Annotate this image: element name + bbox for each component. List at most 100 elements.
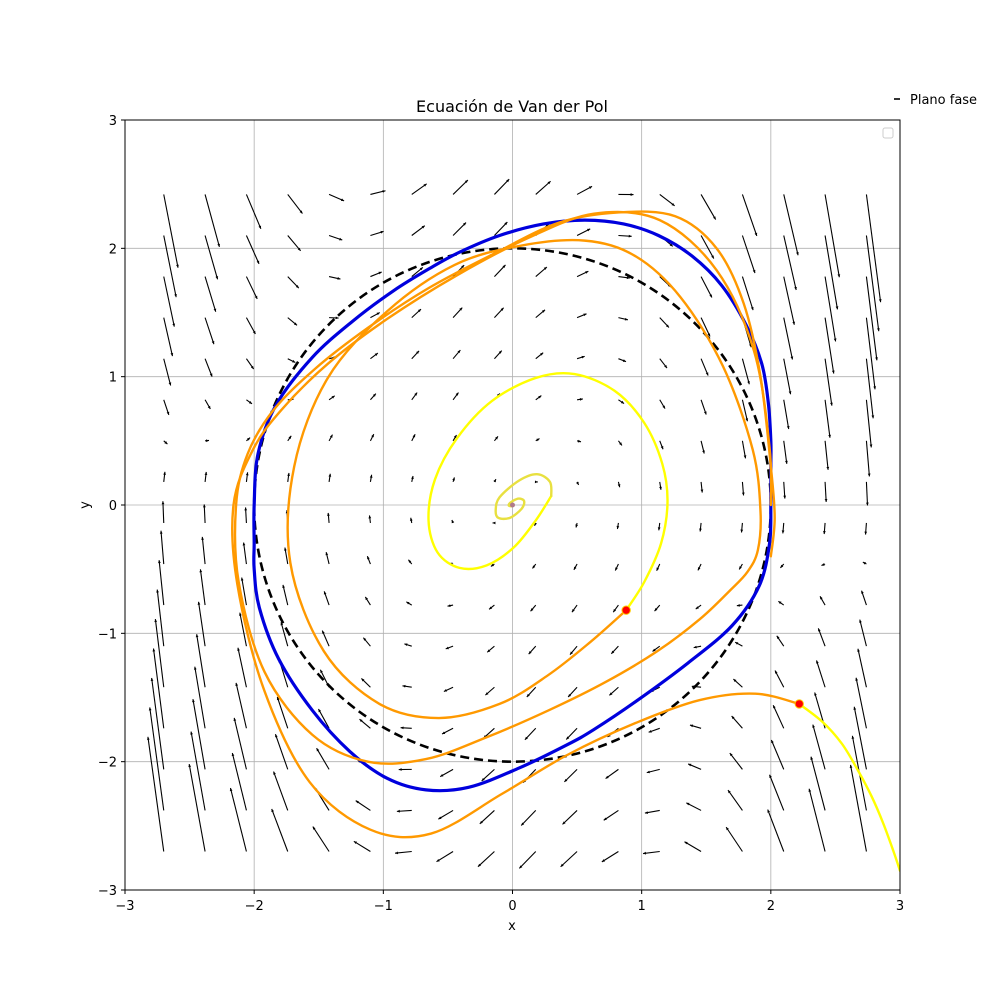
- field-arrow: [242, 542, 247, 565]
- field-arrow: [204, 317, 215, 345]
- field-arrow: [396, 809, 412, 813]
- field-arrow: [400, 726, 412, 730]
- field-arrow: [402, 684, 412, 688]
- field-arrow: [195, 634, 206, 688]
- field-arrow: [576, 481, 580, 486]
- field-arrow: [601, 851, 619, 863]
- field-arrow: [287, 472, 290, 482]
- field-arrow: [163, 194, 179, 268]
- field-arrow: [659, 193, 675, 207]
- field-arrow: [659, 481, 662, 490]
- x-tick-label: −2: [245, 899, 264, 914]
- field-arrow: [317, 708, 330, 729]
- field-arrow: [824, 358, 833, 406]
- x-tick-label: −1: [374, 899, 393, 914]
- field-arrow: [700, 481, 704, 493]
- field-arrow: [161, 501, 165, 523]
- field-arrow: [699, 522, 702, 532]
- field-arrow: [865, 399, 873, 448]
- field-arrow: [452, 179, 469, 195]
- y-tick-label: 2: [109, 242, 117, 257]
- field-arrow: [163, 235, 177, 298]
- field-arrow: [280, 622, 289, 647]
- field-arrow: [576, 185, 593, 195]
- field-arrow: [411, 266, 424, 277]
- field-arrow: [452, 222, 467, 236]
- field-arrow: [237, 647, 247, 688]
- field-arrow: [824, 440, 830, 470]
- field-arrow: [824, 194, 841, 278]
- field-arrow: [370, 230, 384, 237]
- field-arrow: [411, 350, 420, 360]
- y-axis-label: y: [78, 501, 93, 509]
- field-arrow: [411, 392, 418, 401]
- field-arrow: [163, 276, 176, 327]
- field-arrow: [494, 221, 508, 236]
- field-arrow: [824, 317, 835, 374]
- field-arrow: [447, 604, 454, 607]
- field-arrow: [614, 563, 619, 571]
- field-arrow: [452, 392, 459, 401]
- field-arrow: [700, 440, 705, 454]
- field-arrow: [729, 752, 743, 770]
- field-arrow: [560, 851, 578, 868]
- field-arrow: [617, 481, 621, 488]
- field-arrow: [362, 637, 371, 647]
- field-arrow: [328, 276, 341, 280]
- field-arrow: [741, 194, 758, 237]
- field-arrow: [159, 530, 165, 565]
- field-arrow: [824, 481, 828, 502]
- field-arrow: [535, 309, 546, 319]
- field-arrow: [364, 596, 371, 606]
- field-arrow: [524, 727, 537, 741]
- field-arrow: [485, 686, 495, 696]
- field-arrow: [783, 276, 796, 325]
- field-arrow: [154, 618, 165, 688]
- x-tick-label: 3: [896, 899, 904, 914]
- field-arrow: [229, 787, 247, 852]
- field-arrow: [656, 563, 661, 571]
- y-tick-label: −3: [98, 884, 117, 899]
- field-arrow: [204, 194, 221, 247]
- field-arrow: [532, 563, 537, 569]
- field-arrow: [328, 434, 333, 442]
- field-arrow: [686, 802, 702, 811]
- field-arrow: [684, 841, 702, 852]
- empty-legend-box: [882, 127, 894, 139]
- field-arrow: [245, 472, 249, 482]
- field-arrow: [697, 563, 702, 571]
- field-arrow: [865, 481, 869, 506]
- field-arrow: [355, 800, 371, 811]
- field-arrow: [233, 717, 247, 770]
- field-arrow: [282, 584, 289, 606]
- y-tick-label: 3: [109, 114, 117, 129]
- field-arrow: [163, 440, 168, 445]
- field-arrow: [783, 481, 787, 499]
- field-arrow: [783, 358, 792, 395]
- field-arrow: [327, 512, 330, 524]
- field-arrow: [781, 522, 785, 534]
- field-arrow: [824, 276, 837, 342]
- field-arrow: [853, 706, 867, 770]
- field-arrow: [411, 225, 426, 236]
- field-arrow: [783, 194, 799, 256]
- field-arrow: [571, 604, 578, 613]
- field-arrow: [245, 276, 258, 300]
- field-arrow: [158, 560, 165, 606]
- field-arrow: [731, 715, 743, 729]
- field-arrow: [204, 358, 213, 377]
- field-arrow: [855, 677, 867, 729]
- field-arrow: [535, 266, 548, 277]
- field-arrow: [245, 194, 262, 230]
- field-arrow: [740, 522, 744, 533]
- field-arrow: [576, 313, 587, 319]
- trajectory-series: [798, 702, 900, 872]
- field-arrow: [576, 439, 582, 443]
- field-arrow: [821, 563, 826, 567]
- field-arrow: [409, 517, 413, 524]
- field-arrow: [727, 789, 743, 811]
- field-arrow: [328, 234, 343, 241]
- field-arrow: [245, 235, 260, 265]
- field-arrow: [231, 752, 247, 811]
